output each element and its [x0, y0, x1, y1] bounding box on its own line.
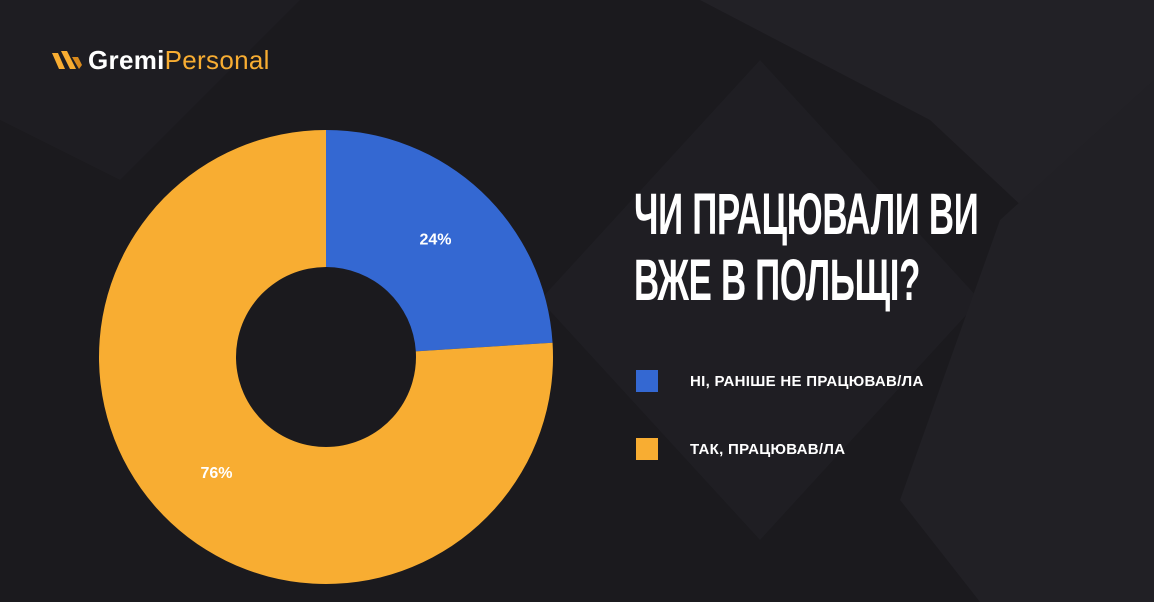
- legend-swatch: [636, 438, 658, 460]
- legend: НІ, РАНІШЕ НЕ ПРАЦЮВАВ/ЛА ТАК, ПРАЦЮВАВ/Л…: [636, 370, 924, 506]
- value-label: 76%: [200, 465, 232, 482]
- legend-item: НІ, РАНІШЕ НЕ ПРАЦЮВАВ/ЛА: [636, 370, 924, 392]
- logo-icon: [52, 51, 82, 69]
- legend-item: ТАК, ПРАЦЮВАВ/ЛА: [636, 438, 924, 460]
- brand-suffix: Personal: [164, 44, 270, 75]
- legend-label: ТАК, ПРАЦЮВАВ/ЛА: [690, 440, 846, 458]
- donut-chart: 24% 76%: [98, 130, 553, 585]
- legend-swatch: [636, 370, 658, 392]
- legend-label: НІ, РАНІШЕ НЕ ПРАЦЮВАВ/ЛА: [690, 372, 924, 390]
- logo: Gremi Personal: [52, 44, 270, 76]
- chart-title: ЧИ ПРАЦЮВАЛИ ВИ ВЖЕ В ПОЛЬЩІ?: [634, 182, 979, 313]
- pie-slice: [98, 130, 553, 585]
- pie-slice: [326, 130, 553, 352]
- brand-name: Gremi: [88, 44, 165, 75]
- value-label: 24%: [420, 232, 452, 249]
